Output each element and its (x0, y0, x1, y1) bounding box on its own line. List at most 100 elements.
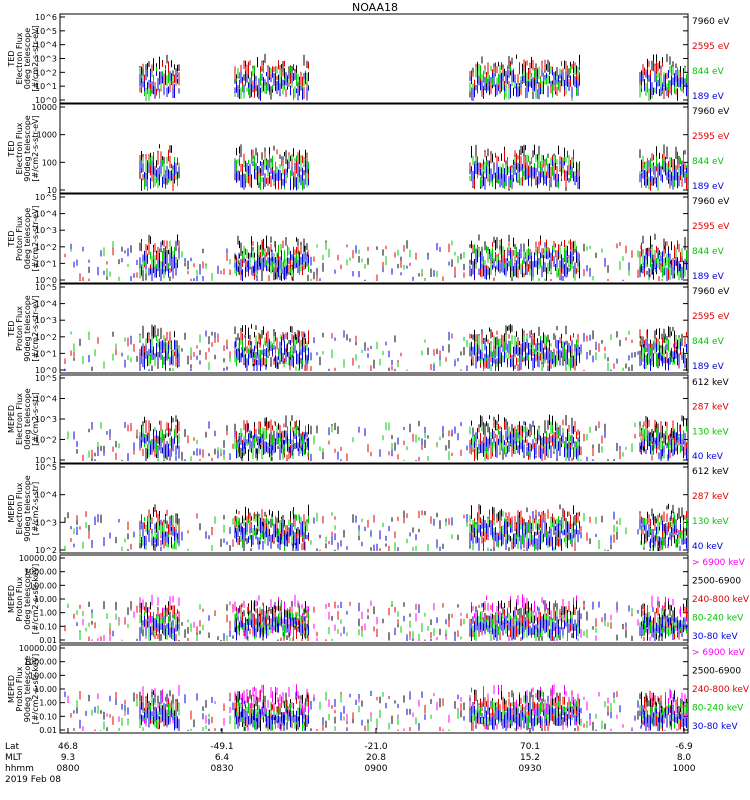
legend-entry: > 6900 keV (692, 648, 746, 658)
xtick-lat: 70.1 (520, 742, 540, 752)
panel-frame (59, 103, 689, 194)
xaxis-row-label: 2019 Feb 08 (5, 775, 61, 785)
ytick-label: 1000.00 (24, 658, 57, 667)
ytick-label: 10^5 (35, 463, 57, 472)
ytick-label: 0.10 (39, 622, 57, 631)
ytick-label: 10^6 (35, 13, 57, 22)
ylabel-line: [#/cm2-s-str-keV] (31, 564, 40, 635)
ylabel-line: [#/cm2-s-str-eV] (31, 115, 40, 181)
series-trace (139, 159, 687, 191)
legend-entry: 40 keV (692, 452, 724, 462)
series-trace (79, 233, 687, 281)
ytick-label: 0.01 (39, 726, 57, 735)
ytick-label: 100.00 (29, 671, 57, 680)
series-trace (70, 509, 687, 551)
ylabel-line: 90deg telescope (23, 656, 32, 723)
panel-8: 0.01 0.10 1.00 10.00 100.00 1000.00 10000.00 ME… (7, 644, 750, 735)
flux-traces (64, 684, 687, 731)
ytick-label: 100.00 (29, 581, 57, 590)
ylabel-line: [#/cm2-s-str-keV] (31, 654, 40, 725)
ytick-label: 10^0 (35, 366, 57, 375)
ytick-label: 10^5 (35, 283, 57, 292)
legend-entry: 7960 eV (692, 287, 730, 297)
ylabel-line: [#/cm2-s-str] (31, 392, 40, 445)
legend-entry: 2595 eV (692, 132, 730, 142)
legend-entry: 844 eV (692, 337, 725, 347)
ytick-label: 10^4 (35, 300, 57, 309)
legend-entry: 80-240 keV (692, 614, 744, 624)
series-trace (139, 154, 687, 191)
ylabel-line: Electron Flux (15, 32, 24, 84)
ytick-label: 10^2 (35, 68, 57, 77)
ytick-label: 10^1 (35, 259, 57, 268)
ylabel-line: 0deg telescope (23, 388, 32, 449)
legend-entry: 240-800 keV (692, 685, 750, 695)
xtick-hhmm: 0900 (365, 764, 388, 774)
flux-traces (64, 324, 687, 371)
series-trace (70, 240, 687, 281)
ylabel-line: 0deg telescope (23, 568, 32, 629)
series-trace (139, 144, 687, 191)
series-trace (139, 53, 687, 101)
legend-entry: 2500-6900 (692, 667, 741, 677)
ylabel-line: [#/cm2-s-str-eV] (31, 295, 40, 361)
ytick-label: 10^3 (35, 415, 57, 424)
ylabel-line: Proton Flux (15, 216, 24, 261)
ytick-label: 1.00 (39, 699, 57, 708)
ytick-label: 10^2 (35, 436, 57, 445)
ylabel-line: Electron Flux (15, 482, 24, 534)
panel-2: 10 100 1000 10000 TED Electron Flux 90deg tele… (7, 103, 730, 195)
legend-entry: 240-800 keV (692, 595, 750, 605)
ylabel-line: 90deg telescope (23, 475, 32, 542)
ytick-label: 0.01 (39, 636, 57, 645)
ytick-label: 1000 (37, 131, 57, 140)
series-trace (73, 421, 687, 461)
ytick-label: 10^3 (35, 226, 57, 235)
series-trace (70, 330, 687, 371)
series-trace (76, 601, 687, 641)
ylabel-line: MEPED (7, 495, 16, 523)
panel-5: 10^1 10^2 10^3 10^4 10^5 MEPED Electron Flux 0d… (7, 374, 729, 465)
xaxis-row-label: hhmm (5, 764, 34, 774)
ytick-label: 10^0 (35, 96, 57, 105)
ylabel-line: [#/cm2-s-str-eV] (31, 25, 40, 91)
legend-entry: 2595 eV (692, 222, 730, 232)
series-trace (139, 59, 687, 99)
figure-title: NOAA18 (352, 1, 398, 14)
ytick-label: 10^3 (35, 55, 57, 64)
xaxis-row-label: MLT (5, 753, 23, 763)
ytick-label: 10 (47, 186, 57, 195)
legend-entry: 7960 eV (692, 17, 730, 27)
flux-traces (139, 144, 687, 191)
xtick-mlt: 9.3 (61, 753, 75, 763)
legend-entry: 287 keV (692, 403, 729, 413)
panel-6: 10^2 10^3 10^4 10^5 MEPED Electron Flux 90deg … (7, 463, 729, 555)
panel-frame (59, 463, 689, 554)
ytick-label: 10000 (32, 103, 57, 112)
ytick-label: 10000.00 (19, 554, 57, 563)
legend-entry: 189 eV (692, 182, 725, 192)
ylabel-line: MEPED (7, 405, 16, 433)
legend-entry: 2595 eV (692, 42, 730, 52)
panel-frame (59, 644, 689, 734)
legend-entry: 30-80 keV (692, 722, 738, 732)
flux-traces (139, 53, 687, 101)
ylabel-line: MEPED (7, 585, 16, 613)
ylabel-line: [#/cm2-s-str-eV] (31, 205, 40, 271)
flux-traces (64, 233, 687, 281)
ytick-label: 10^3 (35, 518, 57, 527)
panel-1: 10^0 10^1 10^2 10^3 10^4 10^5 10^6 TED Electron … (7, 13, 730, 105)
ytick-label: 1.00 (39, 609, 57, 618)
legend-entry: 7960 eV (692, 107, 730, 117)
flux-traces (64, 594, 687, 641)
xtick-lat: 46.8 (58, 742, 78, 752)
series-trace (139, 69, 687, 101)
ytick-label: 10^5 (35, 374, 57, 383)
series-trace (76, 690, 687, 731)
ytick-label: 10^2 (35, 243, 57, 252)
legend-entry: 130 keV (692, 517, 729, 527)
legend-entry: > 6900 keV (692, 558, 746, 568)
legend-entry: 844 eV (692, 247, 725, 257)
